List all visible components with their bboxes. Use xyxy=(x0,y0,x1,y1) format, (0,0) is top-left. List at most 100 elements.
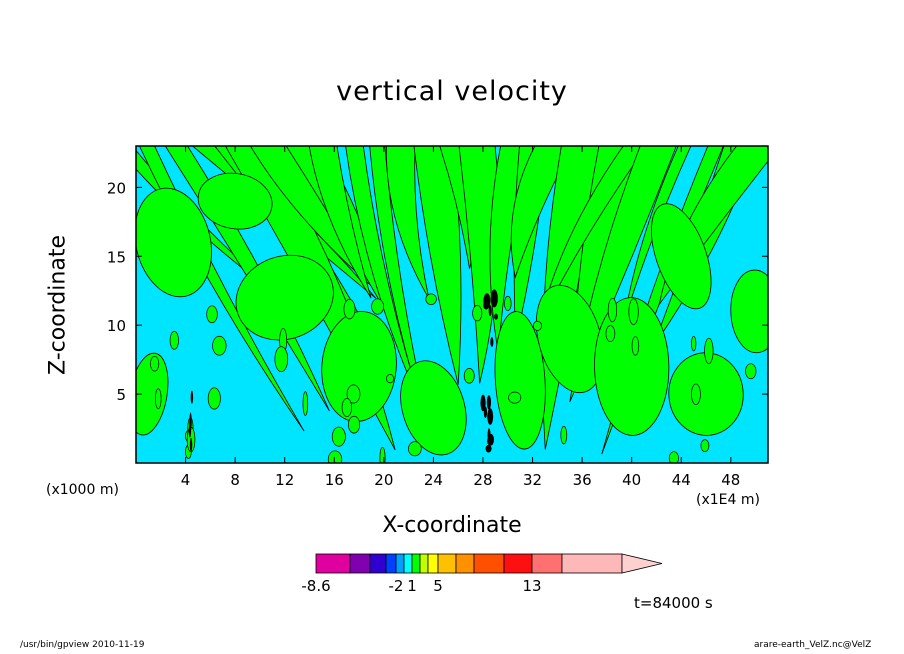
positive-cell xyxy=(348,415,361,434)
positive-cell xyxy=(169,331,179,350)
x-tick-label: 36 xyxy=(573,471,592,489)
strong-updraft xyxy=(486,395,492,410)
x-tick-label: 40 xyxy=(622,471,641,489)
colorbar-label: 1 xyxy=(407,577,417,595)
x-tick-label: 16 xyxy=(325,471,344,489)
positive-cell xyxy=(628,298,639,325)
positive-cell xyxy=(346,384,361,404)
strong-updraft xyxy=(494,313,498,320)
positive-cell xyxy=(341,398,352,417)
positive-cell xyxy=(472,305,483,322)
positive-cell xyxy=(274,346,289,373)
colorbar-swatch xyxy=(411,553,421,574)
time-label: t=84000 s xyxy=(634,594,713,612)
positive-region xyxy=(136,352,169,436)
positive-cell xyxy=(704,337,714,364)
colorbar-swatch xyxy=(403,553,413,574)
strong-updraft xyxy=(189,437,193,452)
colorbar-swatch xyxy=(561,553,623,574)
chart-title: vertical velocity xyxy=(336,76,568,107)
x-tick-label: 48 xyxy=(721,471,740,489)
positive-cell xyxy=(532,320,542,331)
x-tick-label: 4 xyxy=(181,471,191,489)
x-tick-label: 24 xyxy=(424,471,443,489)
positive-cell xyxy=(425,293,437,305)
strong-updraft xyxy=(490,337,494,347)
colorbar-swatch xyxy=(395,553,405,574)
plot-frame xyxy=(135,145,769,464)
x-tick-label: 32 xyxy=(523,471,542,489)
x-unit-left: (x1000 m) xyxy=(46,482,119,498)
strong-updraft xyxy=(483,301,490,310)
strong-updraft xyxy=(487,408,494,425)
positive-cell xyxy=(207,387,221,410)
positive-region xyxy=(136,187,212,298)
positive-cell xyxy=(504,295,512,311)
positive-cell xyxy=(745,363,757,380)
footer-left: /usr/bin/gpview 2010-11-19 xyxy=(20,640,145,650)
positive-plume xyxy=(308,146,372,299)
colorbar-swatch xyxy=(437,553,457,574)
positive-cell xyxy=(331,426,346,447)
colorbar-swatch xyxy=(349,553,371,574)
positive-cell xyxy=(560,426,568,445)
colorbar-swatch xyxy=(419,553,429,574)
y-tick-label: 5 xyxy=(116,386,126,404)
x-tick-label: 8 xyxy=(230,471,240,489)
positive-cell xyxy=(668,451,679,463)
colorbar-swatch xyxy=(427,553,439,574)
positive-region xyxy=(668,352,744,436)
strong-updraft xyxy=(190,390,194,404)
positive-region xyxy=(730,269,768,354)
colorbar-swatch xyxy=(315,553,351,574)
positive-cell xyxy=(607,297,618,323)
colorbar-label: -8.6 xyxy=(301,577,330,595)
positive-cell xyxy=(371,298,384,315)
positive-cell xyxy=(206,305,218,324)
x-tick-label: 28 xyxy=(473,471,492,489)
strong-updraft xyxy=(480,394,486,412)
x-axis-label: X-coordinate xyxy=(382,513,522,538)
colorbar-swatch xyxy=(473,553,505,574)
positive-cell xyxy=(508,391,522,404)
strong-updraft xyxy=(488,305,492,317)
positive-cell xyxy=(379,446,386,463)
positive-cell xyxy=(408,441,422,457)
positive-cell xyxy=(605,325,616,342)
strong-updraft xyxy=(189,412,192,432)
strong-updraft xyxy=(487,433,494,446)
positive-cell xyxy=(302,391,309,416)
x-tick-label: 20 xyxy=(374,471,393,489)
positive-region xyxy=(235,254,334,341)
colorbar-swatch xyxy=(455,553,475,574)
colorbar-label: 13 xyxy=(522,577,541,595)
positive-cell xyxy=(386,374,395,384)
positive-cell xyxy=(700,439,710,453)
strong-updraft xyxy=(490,289,498,308)
positive-region xyxy=(651,203,712,310)
x-unit-right: (x1E4 m) xyxy=(696,492,760,508)
positive-region xyxy=(494,311,546,450)
positive-cell xyxy=(691,335,697,352)
colorbar-swatch xyxy=(503,553,533,574)
y-tick-label: 15 xyxy=(107,248,126,266)
y-tick-label: 20 xyxy=(107,179,126,197)
y-tick-label: 10 xyxy=(107,317,126,335)
x-tick-label: 12 xyxy=(275,471,294,489)
colorbar-label: 5 xyxy=(433,577,443,595)
colorbar-swatch xyxy=(531,553,563,574)
colorbar-extension-arrow xyxy=(621,553,663,574)
positive-cell xyxy=(154,388,162,409)
footer-right: arare-earth_VelZ.nc@VelZ xyxy=(754,640,872,650)
positive-region xyxy=(400,360,467,456)
positive-cell xyxy=(691,383,701,405)
positive-cell xyxy=(150,355,160,372)
positive-cell xyxy=(327,450,343,463)
x-tick-label: 44 xyxy=(672,471,691,489)
strong-updraft xyxy=(485,444,492,453)
positive-cell xyxy=(463,367,475,384)
colorbar-swatch xyxy=(369,553,387,574)
colorbar-swatch xyxy=(385,553,397,574)
positive-region xyxy=(197,172,273,230)
